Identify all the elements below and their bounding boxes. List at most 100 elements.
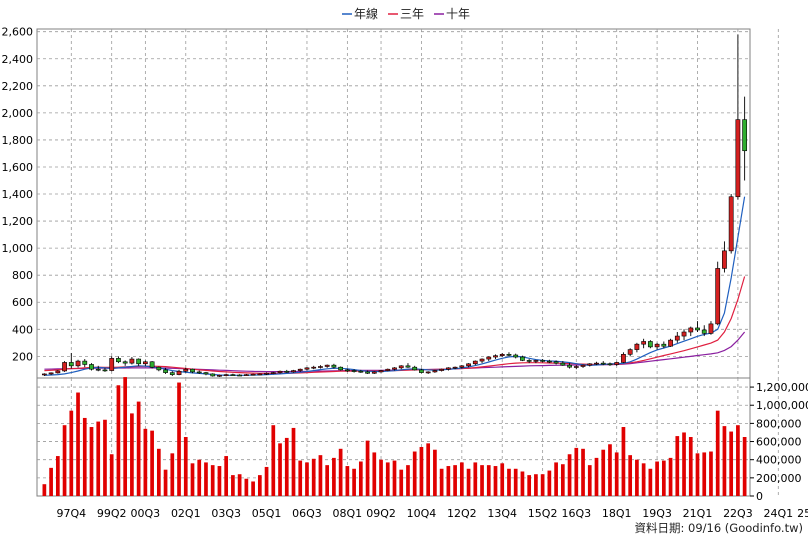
candle-body: [466, 363, 471, 367]
candle-body: [634, 343, 640, 350]
candle-body: [230, 374, 236, 376]
candle-body: [614, 362, 620, 365]
x-tick-label: 99Q2: [97, 507, 127, 520]
volume-bar: [635, 459, 639, 496]
volume-bar: [143, 428, 148, 496]
candle-body: [89, 364, 94, 370]
candle-body: [445, 367, 451, 370]
candle-body: [142, 361, 148, 365]
volume-bar: [581, 448, 585, 496]
volume-bar: [338, 448, 343, 496]
candle-body: [304, 367, 310, 370]
price-grid: [37, 29, 779, 378]
volume-bar: [163, 469, 168, 496]
candle-body: [291, 370, 296, 373]
candle-body: [297, 368, 303, 371]
x-tick-label: 02Q1: [171, 507, 201, 520]
volume-bar: [244, 478, 249, 496]
x-axis-ticks: 97Q4 99Q2 00Q3 02Q1 03Q3 05Q1 06Q3 08Q1 09Q2 10Q4…: [56, 507, 808, 520]
three-year-line: [44, 276, 746, 374]
volume-bar: [534, 474, 538, 496]
candle-body: [600, 362, 606, 365]
volume-bars: [42, 377, 747, 496]
volume-bar: [352, 468, 356, 496]
candle-body: [506, 354, 512, 356]
candle-body: [439, 368, 445, 371]
volume-bar: [446, 466, 451, 496]
price-tick-label: 2,600: [2, 26, 34, 39]
volume-bar: [278, 443, 282, 496]
candle-body: [472, 360, 478, 365]
candle-body: [701, 329, 707, 334]
volume-bar: [486, 465, 491, 496]
volume-bar: [251, 481, 255, 496]
candle-body: [607, 363, 613, 366]
volume-bar: [237, 474, 242, 496]
volume-tick-label: 1,000,000: [756, 399, 808, 412]
candle-body: [661, 343, 667, 347]
x-tick-label: 21Q1: [683, 507, 713, 520]
candle-body: [338, 366, 344, 371]
candle-body: [398, 365, 404, 369]
volume-bar: [210, 465, 215, 496]
candle-body: [681, 331, 687, 337]
candle-body: [257, 373, 263, 376]
volume-bar: [412, 451, 417, 496]
volume-bar: [709, 451, 713, 496]
volume-bar: [547, 470, 552, 496]
volume-bar: [554, 462, 558, 496]
price-panel-frame: [36, 28, 751, 379]
x-tick-label: 19Q3: [642, 507, 672, 520]
volume-bar: [439, 468, 444, 496]
volume-tick-label: 600,000: [756, 436, 802, 449]
candle-body: [573, 366, 579, 368]
volume-bar: [372, 452, 377, 496]
candle-body: [196, 371, 202, 374]
candle-body: [223, 374, 229, 376]
candle-body: [452, 366, 458, 369]
candle-body: [526, 360, 532, 362]
volume-bar: [197, 459, 202, 496]
price-axis-ticks: 200 400 600 800 1,000 1,200 1,400 1,600 1,800 2,0…: [2, 26, 34, 364]
x-tick-label: 09Q2: [366, 507, 396, 520]
volume-bar: [109, 454, 114, 496]
volume-bar: [318, 455, 323, 496]
volume-bar: [55, 456, 60, 496]
x-tick-label: 00Q3: [131, 507, 161, 520]
volume-bar: [419, 446, 424, 496]
price-tick-label: 800: [12, 269, 33, 282]
price-tick-label: 1,800: [2, 134, 34, 147]
candle-body: [176, 370, 182, 375]
volume-bar: [715, 410, 720, 496]
price-tick-label: 400: [12, 323, 33, 336]
candle-body: [190, 368, 195, 373]
candle-body: [102, 369, 108, 372]
volume-bar: [204, 462, 208, 496]
candle-body: [351, 370, 357, 372]
volume-bar: [459, 462, 464, 496]
candle-body: [264, 372, 269, 375]
volume-bar: [527, 475, 532, 496]
annual-line: [44, 196, 746, 376]
volume-bar: [332, 457, 336, 496]
x-tick-label: 08Q1: [333, 507, 363, 520]
candle-body: [318, 366, 323, 368]
candle-body: [513, 354, 519, 358]
volume-bar: [392, 460, 397, 496]
candle-body: [580, 364, 586, 367]
volume-bar: [257, 475, 262, 496]
x-tick-label: 18Q1: [602, 507, 632, 520]
candle-body: [311, 366, 317, 369]
volume-tick-label: 0: [756, 490, 763, 503]
volume-bar: [96, 421, 101, 496]
volume-bar: [513, 468, 518, 496]
candle-body: [365, 371, 370, 374]
volume-bar: [480, 465, 484, 496]
volume-bar: [305, 462, 309, 496]
volume-bar: [177, 382, 181, 496]
volume-bar: [520, 471, 525, 496]
volume-bar: [62, 425, 67, 496]
volume-bar: [594, 457, 599, 496]
candle-body: [722, 250, 727, 269]
candle-body: [217, 374, 222, 377]
